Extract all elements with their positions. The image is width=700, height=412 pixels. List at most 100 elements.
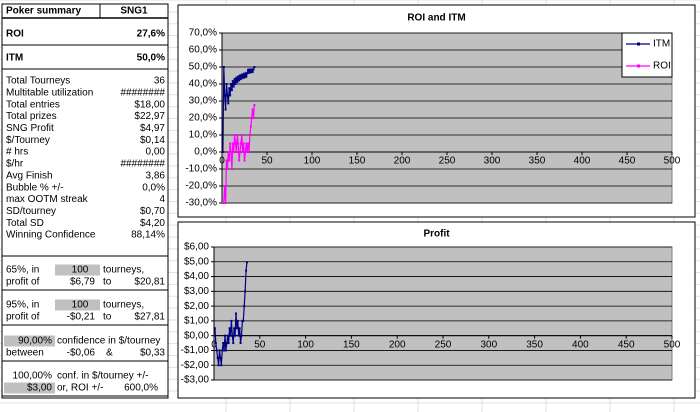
y-tick-label: $4,00	[184, 271, 209, 282]
point-marker	[230, 151, 232, 153]
stat-label: ROI	[6, 29, 24, 40]
point-marker	[245, 142, 248, 145]
stat-label: Multitable utilization	[6, 87, 93, 98]
point-marker	[236, 134, 239, 136]
y-tick-label: $5,00	[184, 256, 209, 267]
point-marker	[233, 327, 236, 330]
point-marker	[253, 104, 256, 107]
point-marker	[240, 73, 243, 76]
point-marker	[217, 364, 220, 367]
y-tick-label: -$1,00	[181, 345, 210, 356]
y-tick-label: -30,0%	[185, 198, 217, 209]
point-marker	[223, 334, 226, 337]
range-cell: 600,0%	[124, 383, 158, 394]
point-marker	[244, 151, 247, 153]
point-marker	[244, 72, 247, 75]
point-marker	[247, 68, 250, 71]
y-tick-label: 40,0%	[189, 79, 217, 90]
point-marker	[214, 342, 217, 345]
y-tick-label: $0,00	[184, 330, 209, 341]
point-marker	[241, 151, 244, 153]
x-tick-label: 200	[389, 339, 406, 350]
point-marker	[248, 68, 251, 71]
point-marker	[248, 151, 250, 153]
stat-value: 50,0%	[137, 53, 165, 64]
point-marker	[236, 319, 239, 322]
range-cell: -$0,21	[67, 312, 96, 323]
point-marker	[240, 134, 243, 136]
point-marker	[232, 85, 235, 88]
point-marker	[229, 142, 232, 145]
x-tick-label: 400	[572, 339, 589, 350]
x-tick-label: 150	[343, 339, 360, 350]
stat-value: $4,97	[140, 123, 165, 134]
x-tick-label: 0	[219, 156, 225, 167]
range-cell: conf. in $/tourney +/-	[57, 371, 148, 382]
point-marker	[250, 117, 253, 119]
range-cell: $6,79	[70, 277, 95, 288]
range-cell: 100,00%	[13, 371, 53, 382]
x-tick-label: 300	[484, 156, 501, 167]
point-marker	[239, 142, 242, 145]
point-marker	[234, 334, 237, 337]
y-tick-label: 70,0%	[189, 28, 217, 39]
legend-label: ITM	[653, 39, 670, 50]
point-marker	[227, 342, 230, 345]
stat-label: Total prizes	[6, 111, 57, 122]
range-cell: to	[103, 312, 112, 323]
range-cell: or, ROI +/-	[57, 383, 103, 394]
y-tick-label: -$2,00	[181, 360, 210, 371]
stat-label: Total entries	[6, 99, 60, 110]
y-tick-label: $2,00	[184, 301, 209, 312]
summary-panel	[1, 3, 169, 399]
point-marker	[249, 125, 252, 128]
input-cell	[4, 382, 55, 394]
point-marker	[216, 356, 219, 359]
point-marker	[230, 319, 233, 322]
point-marker	[240, 334, 243, 337]
range-cell: tourneys,	[103, 265, 144, 276]
point-marker	[229, 94, 232, 97]
point-marker	[247, 142, 250, 145]
input-cell	[55, 299, 100, 311]
stat-label: $/hr	[6, 159, 24, 170]
x-tick-label: 100	[304, 156, 321, 167]
range-cell: confidence in $/tourney	[57, 336, 160, 347]
y-tick-label: $3,00	[184, 286, 209, 297]
series-line	[214, 262, 248, 366]
point-marker	[231, 334, 234, 337]
plot-area	[213, 246, 673, 381]
point-marker	[242, 142, 245, 145]
point-marker	[221, 349, 224, 352]
y-tick-label: 50,0%	[189, 62, 217, 73]
point-marker	[226, 168, 229, 170]
stat-value: 0,0%	[142, 182, 165, 193]
range-cell: $0,33	[140, 348, 165, 359]
point-marker	[219, 356, 222, 359]
point-marker	[230, 89, 233, 92]
point-marker	[237, 142, 240, 145]
point-marker	[228, 87, 231, 90]
stat-label: Winning Confidence	[6, 230, 96, 241]
point-marker	[238, 159, 241, 162]
point-marker	[239, 78, 242, 81]
point-marker	[225, 159, 228, 162]
stat-label: ITM	[6, 53, 23, 64]
point-marker	[238, 327, 241, 330]
range-cell: 100	[72, 300, 89, 311]
x-tick-label: 400	[574, 156, 591, 167]
x-tick-label: 450	[619, 156, 636, 167]
point-marker	[237, 75, 240, 78]
point-marker	[222, 202, 225, 204]
point-marker	[224, 349, 227, 352]
x-tick-label: 250	[435, 339, 452, 350]
legend-marker	[637, 64, 640, 68]
stat-label: SD/tourney	[6, 206, 56, 217]
point-marker	[231, 80, 234, 83]
x-tick-label: 50	[261, 156, 273, 167]
range-cell: tourneys,	[103, 300, 144, 311]
x-tick-label: 350	[526, 339, 543, 350]
stat-value: ########	[121, 87, 166, 98]
point-marker	[230, 83, 232, 85]
